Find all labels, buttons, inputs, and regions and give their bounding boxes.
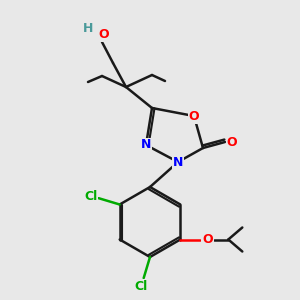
Text: Cl: Cl (84, 190, 97, 203)
Text: N: N (141, 139, 151, 152)
Text: O: O (99, 28, 109, 40)
Text: O: O (227, 136, 237, 148)
Text: O: O (202, 233, 213, 246)
Text: H: H (83, 22, 93, 34)
Text: Cl: Cl (134, 280, 147, 292)
Text: O: O (189, 110, 199, 122)
Text: N: N (173, 155, 183, 169)
